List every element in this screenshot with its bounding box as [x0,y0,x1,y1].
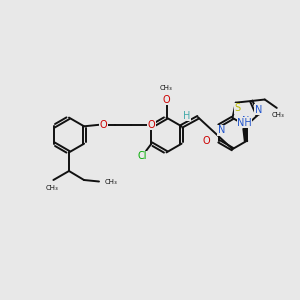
Text: O: O [163,94,170,105]
Text: S: S [234,103,240,113]
Text: CH₃: CH₃ [272,112,285,118]
Text: CH₃: CH₃ [160,85,173,91]
Text: N: N [242,116,250,126]
Text: Cl: Cl [138,151,147,161]
Text: N: N [254,105,262,115]
Text: NH: NH [237,118,252,128]
Text: CH₃: CH₃ [46,185,58,191]
Text: N: N [218,125,225,135]
Text: O: O [202,136,210,146]
Text: O: O [148,120,155,130]
Text: H: H [183,111,191,121]
Text: CH₃: CH₃ [104,178,117,184]
Text: O: O [100,120,107,130]
